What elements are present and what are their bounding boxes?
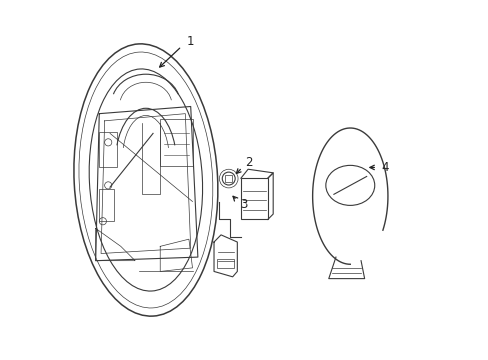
- Text: 4: 4: [381, 161, 388, 174]
- Text: 1: 1: [186, 35, 194, 49]
- Bar: [99, 132, 117, 167]
- Bar: [99, 189, 113, 221]
- Text: 2: 2: [245, 156, 253, 169]
- Text: 3: 3: [240, 198, 247, 211]
- Bar: [241, 178, 267, 220]
- Bar: [217, 259, 234, 268]
- Bar: [224, 175, 232, 182]
